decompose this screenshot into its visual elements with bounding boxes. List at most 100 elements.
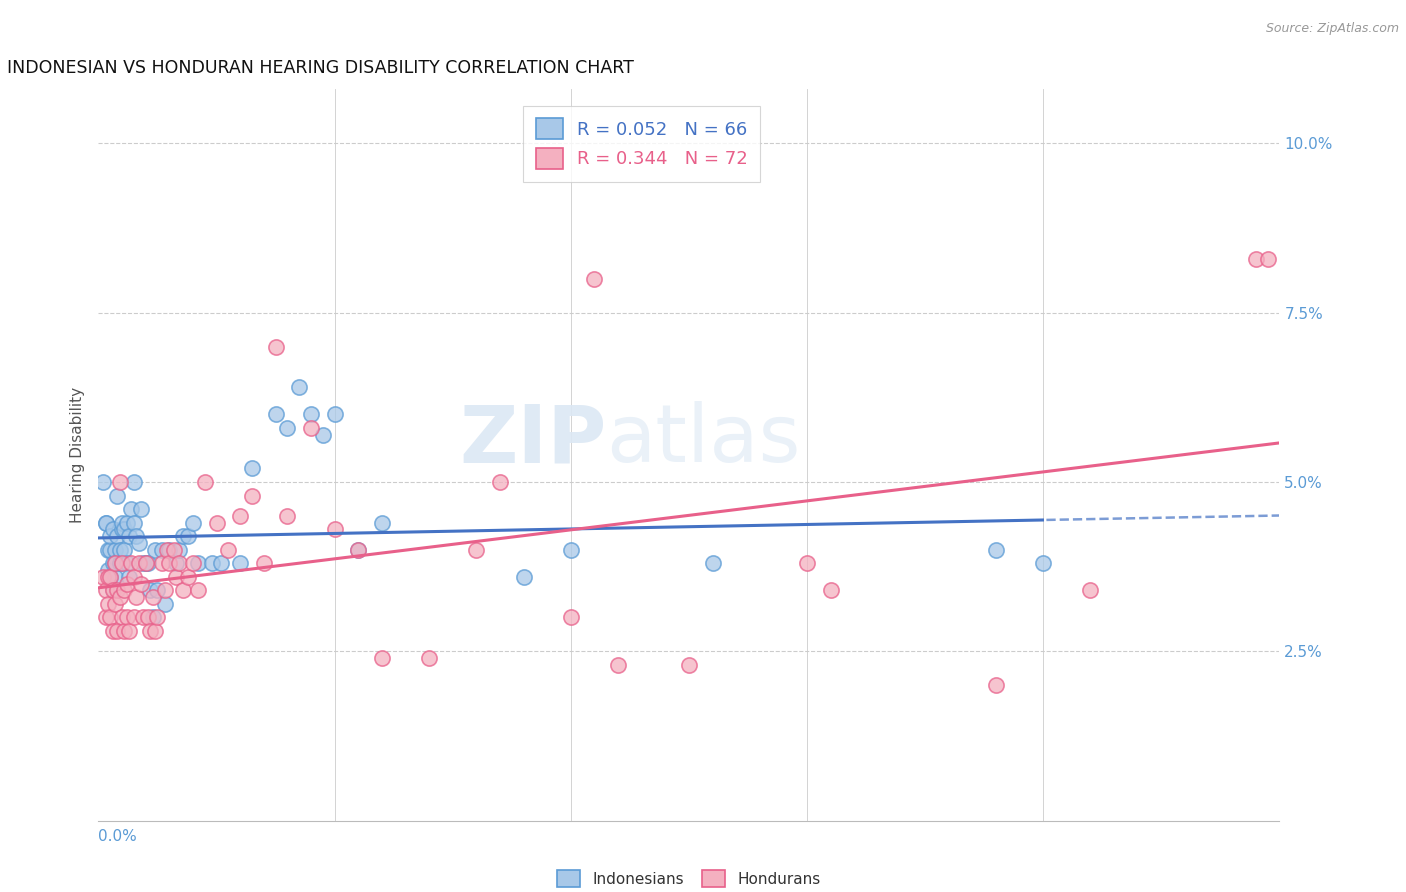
Point — [205, 516, 228, 530]
Point — [312, 427, 335, 442]
Point — [115, 610, 138, 624]
Point — [984, 542, 1007, 557]
Point — [139, 583, 162, 598]
Point — [98, 610, 121, 624]
Point — [153, 583, 176, 598]
Point — [371, 516, 394, 530]
Y-axis label: Hearing Disability: Hearing Disability — [69, 387, 84, 523]
Point — [122, 570, 145, 584]
Point — [101, 523, 124, 537]
Point — [97, 570, 120, 584]
Point — [111, 556, 134, 570]
Point — [276, 508, 298, 523]
Point — [194, 475, 217, 489]
Point — [201, 556, 224, 570]
Point — [347, 542, 370, 557]
Point — [371, 651, 394, 665]
Point — [418, 651, 440, 665]
Point — [163, 542, 186, 557]
Point — [181, 556, 204, 570]
Point — [229, 556, 252, 570]
Point — [187, 583, 209, 598]
Point — [104, 570, 127, 584]
Point — [187, 556, 209, 570]
Point — [217, 542, 239, 557]
Point — [583, 272, 606, 286]
Point — [111, 610, 134, 624]
Point — [132, 610, 155, 624]
Point — [143, 624, 166, 638]
Point — [115, 516, 138, 530]
Point — [98, 570, 121, 584]
Point — [177, 570, 200, 584]
Point — [142, 610, 165, 624]
Point — [122, 516, 145, 530]
Point — [135, 556, 157, 570]
Point — [167, 542, 190, 557]
Point — [156, 542, 179, 557]
Point — [146, 610, 169, 624]
Point — [94, 610, 117, 624]
Point — [796, 556, 818, 570]
Point — [112, 583, 135, 598]
Point — [97, 563, 120, 577]
Text: Source: ZipAtlas.com: Source: ZipAtlas.com — [1265, 22, 1399, 36]
Point — [108, 475, 131, 489]
Point — [489, 475, 512, 489]
Point — [139, 624, 162, 638]
Point — [143, 542, 166, 557]
Point — [560, 542, 582, 557]
Point — [288, 380, 311, 394]
Point — [104, 556, 127, 570]
Point — [98, 542, 121, 557]
Point — [125, 529, 148, 543]
Point — [512, 570, 534, 584]
Point — [122, 610, 145, 624]
Point — [91, 475, 114, 489]
Point — [165, 556, 187, 570]
Point — [172, 529, 194, 543]
Point — [157, 542, 180, 557]
Point — [112, 523, 135, 537]
Text: INDONESIAN VS HONDURAN HEARING DISABILITY CORRELATION CHART: INDONESIAN VS HONDURAN HEARING DISABILIT… — [7, 59, 634, 77]
Point — [299, 407, 322, 421]
Point — [111, 556, 134, 570]
Point — [323, 407, 346, 421]
Point — [98, 529, 121, 543]
Point — [264, 340, 287, 354]
Point — [253, 556, 276, 570]
Point — [112, 624, 135, 638]
Text: 0.0%: 0.0% — [98, 830, 138, 845]
Point — [264, 407, 287, 421]
Point — [101, 556, 124, 570]
Point — [136, 556, 159, 570]
Point — [129, 502, 152, 516]
Point — [101, 624, 124, 638]
Point — [1257, 252, 1279, 266]
Point — [150, 542, 173, 557]
Text: atlas: atlas — [606, 401, 800, 479]
Point — [167, 556, 190, 570]
Point — [299, 421, 322, 435]
Point — [678, 657, 700, 672]
Point — [1032, 556, 1054, 570]
Point — [115, 576, 138, 591]
Point — [105, 489, 128, 503]
Point — [94, 516, 117, 530]
Point — [108, 590, 131, 604]
Point — [101, 583, 124, 598]
Point — [984, 678, 1007, 692]
Point — [104, 597, 127, 611]
Point — [115, 556, 138, 570]
Point — [128, 556, 150, 570]
Point — [276, 421, 298, 435]
Point — [94, 516, 117, 530]
Point — [153, 597, 176, 611]
Point — [165, 570, 187, 584]
Point — [104, 542, 127, 557]
Point — [105, 583, 128, 598]
Point — [128, 536, 150, 550]
Point — [104, 556, 127, 570]
Point — [94, 583, 117, 598]
Point — [135, 556, 157, 570]
